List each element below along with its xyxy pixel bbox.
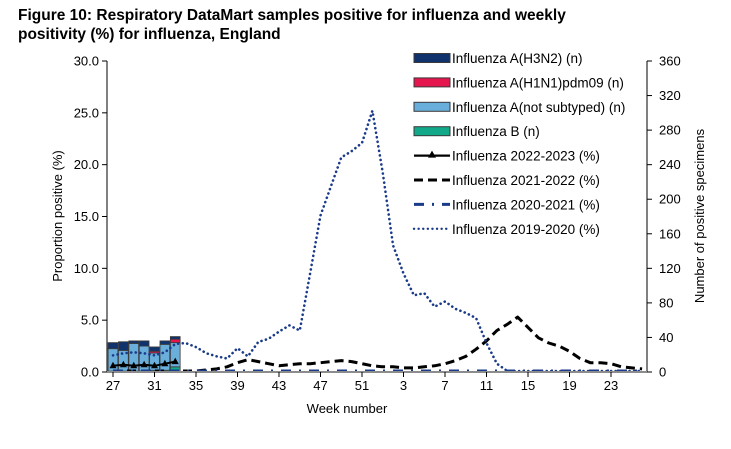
legend-label: Influenza B (n)	[452, 124, 540, 139]
x-tick-label: 31	[147, 378, 161, 393]
legend-label: Influenza 2019-2020 (%)	[452, 222, 600, 237]
line-series-3	[111, 109, 644, 373]
y-tick-label: 0.0	[81, 365, 99, 380]
chart-title: Figure 10: Respiratory DataMart samples …	[18, 7, 566, 43]
legend-item: Influenza A(H3N2) (n)	[413, 51, 583, 66]
legend-item: Influenza B (n)	[413, 124, 540, 139]
y-tick-label: 10.0	[74, 261, 99, 276]
x-tick-label: 35	[189, 378, 203, 393]
legend-label: Influenza A(H3N2) (n)	[452, 51, 583, 66]
y2-tick-label: 120	[659, 261, 681, 276]
legend-item: Influenza 2019-2020 (%)	[412, 222, 600, 237]
line-marker	[109, 361, 117, 369]
line-marker	[171, 357, 179, 365]
y2-tick-label: 0	[659, 365, 666, 380]
x-tick-label: 3	[400, 378, 407, 393]
legend-item: Influenza A(not subtyped) (n)	[413, 100, 625, 115]
line-marker	[140, 360, 148, 368]
legend-item: Influenza 2020-2021 (%)	[414, 197, 600, 212]
x-tick-label: 15	[521, 378, 535, 393]
bar-segment	[138, 345, 150, 372]
y2-tick-label: 200	[659, 192, 681, 207]
line-marker	[130, 361, 138, 369]
x-tick-label: 11	[480, 378, 494, 393]
x-tick-label: 51	[355, 378, 369, 393]
x-tick-label: 43	[272, 378, 286, 393]
legend-item: Influenza 2021-2022 (%)	[414, 173, 600, 188]
bar-segment	[159, 340, 171, 345]
legend-swatch	[413, 53, 451, 63]
y-tick-label: 25.0	[74, 105, 99, 120]
axes-layer: 0.0 5.0 10.0 15.0 20.0 25.0 30.0 0 40 80 120 160 200…	[74, 54, 681, 394]
legend-label: Influenza 2022-2023 (%)	[452, 149, 600, 164]
x-tick-label: 27	[106, 378, 120, 393]
legend-swatch	[413, 126, 451, 137]
legend-label: Influenza 2020-2021 (%)	[452, 197, 600, 212]
x-tick-label: 23	[604, 378, 618, 393]
bar-segment	[107, 342, 119, 350]
x-tick-label: 19	[562, 378, 576, 393]
bar-segment	[159, 343, 171, 371]
legend-swatch	[413, 101, 451, 112]
legend-marker	[428, 150, 436, 158]
bar-segment	[118, 341, 129, 351]
x-axis-title: Week number	[307, 401, 388, 416]
y-tick-label: 15.0	[74, 209, 99, 224]
x-tick-label: 7	[441, 378, 448, 393]
y2-axis-title: Number of positive specimens	[692, 128, 707, 303]
bar-segment	[169, 338, 181, 344]
bar-segment	[128, 340, 140, 344]
y2-tick-label: 280	[659, 123, 681, 138]
legend-label: Influenza 2021-2022 (%)	[452, 173, 600, 188]
line-series-1	[113, 315, 643, 373]
y-tick-label: 20.0	[74, 157, 99, 172]
y2-tick-label: 240	[659, 157, 681, 172]
legend-item: Influenza A(H1N1)pdm09 (n)	[413, 75, 624, 90]
y2-tick-label: 80	[659, 295, 673, 310]
line-marker	[161, 359, 169, 367]
legend-label: Influenza A(not subtyped) (n)	[452, 100, 625, 115]
y2-tick-label: 360	[659, 54, 681, 69]
bar-segment	[169, 336, 181, 340]
line-marker	[151, 361, 158, 369]
y2-tick-label: 320	[659, 88, 681, 103]
legend-item: Influenza 2022-2023 (%)	[414, 149, 600, 164]
legend-label: Influenza A(H1N1)pdm09 (n)	[452, 75, 624, 90]
y-tick-label: 30.0	[74, 54, 99, 69]
bar-segment	[138, 340, 150, 347]
legend-swatch	[413, 77, 451, 88]
y2-tick-label: 160	[659, 226, 681, 241]
x-tick-label: 47	[313, 378, 327, 393]
legend: Influenza A(H3N2) (n) Influenza A(H1N1)pd…	[412, 51, 625, 237]
y-tick-label: 5.0	[81, 313, 99, 328]
y2-tick-label: 40	[659, 330, 673, 345]
y-axis-title: Proportion positive (%)	[50, 150, 65, 282]
bar-segment	[149, 346, 160, 352]
line-marker	[119, 360, 127, 368]
x-tick-label: 39	[230, 378, 244, 393]
